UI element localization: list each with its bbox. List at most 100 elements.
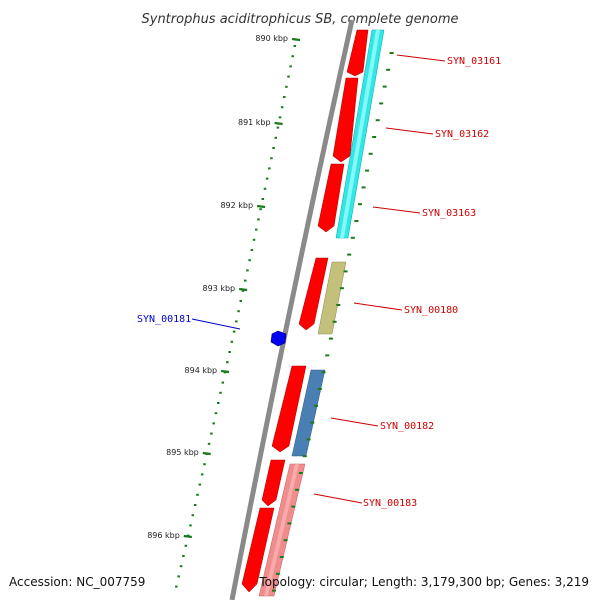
gene-label-syn03163[interactable]: SYN_03163 [422,208,476,219]
outer-tick [271,589,276,592]
outer-tick [332,320,337,323]
gene-label-syn00183[interactable]: SYN_00183 [363,498,417,509]
outer-tick [368,152,373,155]
scale-dot [175,585,178,588]
gene-marker-blue[interactable] [270,330,287,347]
outer-tick [314,404,319,407]
outer-tick [350,236,355,239]
scale-dot [203,463,206,466]
outer-tick [339,287,344,290]
kbp-label: 895 kbp [166,448,199,457]
outer-tick [306,438,311,441]
gene-label-syn00180[interactable]: SYN_00180 [404,305,458,316]
scale-dot [198,483,202,486]
kbp-tick [239,287,248,292]
outer-tick [321,371,326,374]
scale-dot [184,544,188,547]
scale-dot [226,361,229,364]
outer-tick [291,505,296,508]
kbp-tick [202,451,211,456]
topology-text: Topology: circular; Length: 3,179,300 bp… [258,575,589,589]
gene-arrow[interactable] [317,163,345,233]
scale-dot [230,340,234,343]
kbp-label: 893 kbp [203,284,236,293]
gene-arrow[interactable] [298,257,329,331]
feature-bar-olive[interactable] [317,261,347,335]
scale-dot [261,198,265,200]
scale-dot [235,320,238,323]
scale-dots [175,45,297,588]
scale-dot [207,442,211,445]
outer-tick [310,421,315,424]
outer-tick [328,337,333,340]
gene-arrow[interactable] [271,365,307,453]
scale-dot [241,289,245,292]
accession-text: Accession: NC_007759 [9,575,145,589]
scale-dot [221,381,225,384]
outer-tick [375,119,380,122]
scale-dot [276,126,280,129]
scale-ticks: 890 kbp 891 kbp 892 kbp 893 kbp 894 kbp 895 k… [147,34,301,540]
kbp-tick [183,534,192,539]
outer-tick [354,220,359,222]
gene-label-syn00182[interactable]: SYN_00182 [380,421,434,432]
gene-label-syn03162[interactable]: SYN_03162 [435,129,489,140]
outer-tick [317,388,322,390]
scale-dot [248,259,251,262]
scale-dot [285,85,288,88]
kbp-label: 894 kbp [185,366,218,375]
outer-tick [379,102,384,105]
map-title: Syntrophus aciditrophicus SB, complete g… [142,12,459,27]
kbp-label: 891 kbp [238,118,271,127]
outer-tick [361,186,366,189]
gene-arrow[interactable] [261,459,286,507]
outer-tick [365,169,370,172]
scale-dot [259,208,262,211]
outer-tick [382,85,387,88]
outer-tick [287,522,292,525]
scale-dot [217,402,220,404]
scale-dot [182,555,185,557]
outer-tick [275,572,280,575]
gene-label-syn00181[interactable]: SYN_00181 [137,314,191,325]
gene-arrow[interactable] [241,507,275,593]
outer-tick [298,472,303,474]
scale-dot [250,249,254,251]
kbp-label: 892 kbp [220,201,253,210]
gene-arrows [241,29,385,597]
outer-tick [279,556,284,558]
scale-dot [237,310,240,313]
scale-dot [293,45,297,47]
kbp-tick [274,121,283,126]
label-leaders [191,54,446,504]
scale-dot [232,330,236,333]
kbp-label: 890 kbp [255,34,288,43]
gene-arrow[interactable] [332,77,359,163]
outer-tick [386,68,391,71]
outer-tick [325,354,330,357]
scale-dot [257,218,260,221]
outer-tick [389,52,394,54]
scale-dot [270,157,273,160]
kbp-tick [291,37,301,42]
scale-dot [189,524,192,527]
scale-dot [280,106,284,109]
kbp-tick [256,204,266,209]
outer-tick [357,203,362,206]
scale-dot [274,136,277,139]
feature-bar-cyan-highlight [340,30,380,238]
kbp-tick [220,369,230,374]
scale-dot [212,422,215,425]
scale-dot [289,65,292,68]
outer-tick [302,455,307,458]
scale-dot [265,177,269,180]
scale-dot [268,167,271,170]
outer-tick [372,136,377,138]
scale-dot [278,116,282,119]
scale-dot [252,238,256,241]
scale-dot [196,493,199,496]
gene-arrow[interactable] [346,29,369,77]
scale-dot [243,279,247,282]
gene-label-syn03161[interactable]: SYN_03161 [447,56,501,67]
